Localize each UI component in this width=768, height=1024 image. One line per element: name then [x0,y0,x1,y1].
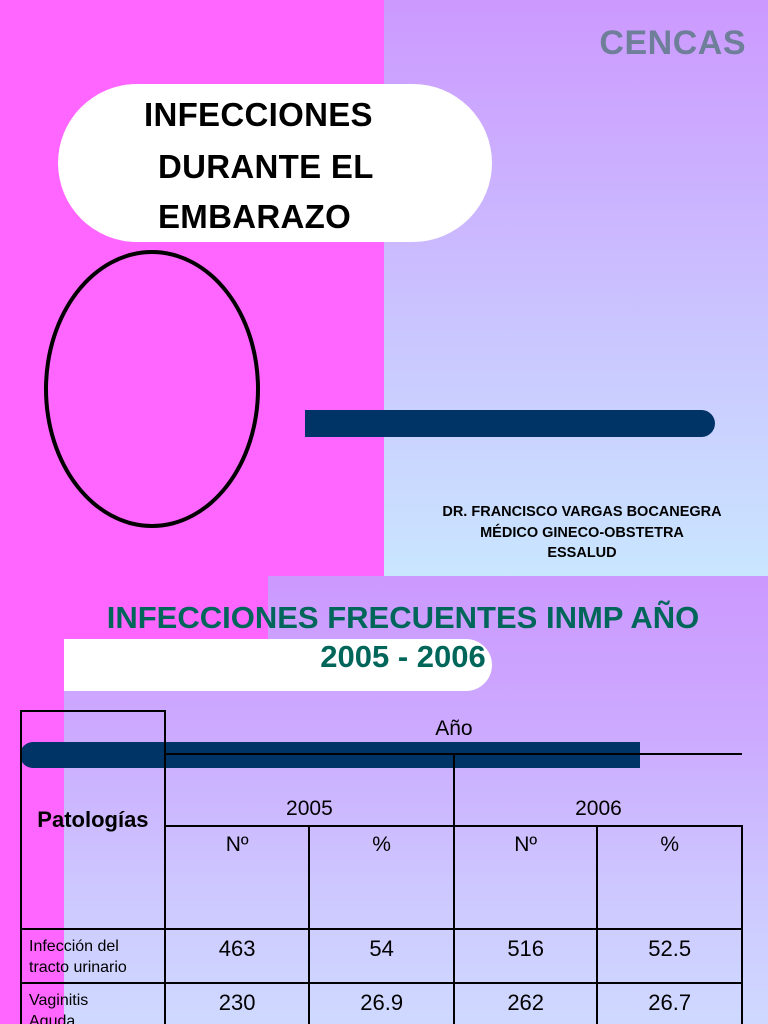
subheader-label: % [372,833,391,856]
row-label: Vaginitis Aguda [20,982,166,1024]
author-title: MÉDICO GINECO-OBSTETRA [480,524,684,541]
author-block: DR. FRANCISCO VARGAS BOCANEGRA MÉDICO GI… [400,502,764,564]
title-line-3: EMBARAZO [158,198,352,235]
table-slide: INFECCIONES FRECUENTES INMP AÑO 2005 - 2… [0,576,768,1024]
row-header-label: Patologías [37,807,149,832]
title-pill [58,84,492,242]
year-header-2006: 2006 [452,753,742,827]
value-cell: 26.7 [596,982,743,1024]
value-cell: 230 [163,982,311,1024]
brand-label: CENCAS [599,24,746,62]
row-label-line: tracto urinario [29,959,127,976]
value-cell: 52.5 [596,928,743,984]
subheader-cell: Nº [163,825,311,930]
table-row: Infección del tracto urinario 463 54 516… [20,928,743,984]
year-group-header: Año [163,711,742,755]
row-label-line: Aguda [29,1013,76,1024]
year-header-2005: 2005 [163,753,455,827]
infections-table: Patologías Año 2005 2006 Nº % Nº % Infec… [20,710,743,1024]
year-group-label: Año [435,717,473,740]
value-cell: 54 [308,928,455,984]
author-name: DR. FRANCISCO VARGAS BOCANEGRA [442,504,722,520]
year-label: 2005 [286,797,333,820]
slide-title-line-1: INFECCIONES FRECUENTES INMP AÑO [106,600,700,635]
pink-notch [64,576,268,640]
title-line-2: DURANTE EL [158,148,374,185]
row-label-line: Vaginitis [29,992,89,1009]
decorative-bar [305,410,715,437]
title-slide: CENCAS INFECCIONES DURANTE EL EMBARAZO D… [44,0,768,576]
title-pill [64,639,492,691]
subheader-label: Nº [225,833,249,856]
author-institution: ESSALUD [547,545,617,561]
value-cell: 516 [452,928,599,984]
year-label: 2006 [575,797,622,820]
value-cell: 26.9 [308,982,455,1024]
row-label: Infección del tracto urinario [20,928,166,984]
subheader-label: Nº [514,833,538,856]
row-label-line: Infección del [29,938,119,955]
row-header-cell: Patologías [20,710,166,930]
subheader-label: % [660,833,680,856]
gradient-panel [384,0,768,576]
table-row: Vaginitis Aguda 230 26.9 262 26.7 [20,982,743,1024]
subheader-cell: % [308,825,455,930]
value-cell: 463 [163,928,311,984]
subheader-cell: % [596,825,743,930]
title-line-1: INFECCIONES [144,96,373,133]
slide-title: INFECCIONES FRECUENTES INMP AÑO 2005 - 2… [0,598,768,676]
subheader-cell: Nº [452,825,599,930]
value-cell: 262 [452,982,599,1024]
decorative-oval [44,250,260,528]
slide-title-line-2: 2005 - 2006 [320,639,486,674]
